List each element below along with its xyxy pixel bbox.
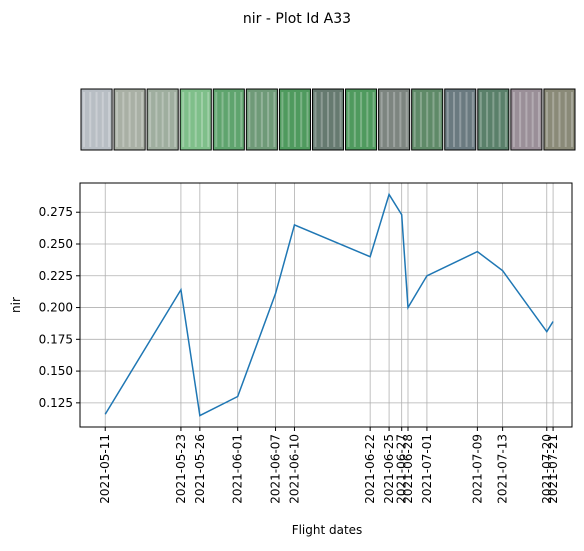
plot-frame (79, 182, 573, 428)
thumbnail (543, 88, 576, 151)
x-tick-label: 2021-06-27 (395, 434, 409, 504)
thumbnail (510, 88, 543, 151)
x-tick-label: 2021-05-23 (174, 434, 188, 504)
y-tick-label: 0.200 (39, 301, 73, 315)
x-tick-label: 2021-07-01 (420, 434, 434, 504)
x-tick-label: 2021-06-10 (287, 434, 301, 504)
x-tick-label: 2021-07-21 (546, 434, 560, 504)
x-tick-label: 2021-06-01 (231, 434, 245, 504)
data-line (104, 192, 554, 417)
thumbnail (212, 88, 245, 151)
thumbnail (146, 88, 179, 151)
thumbnail (345, 88, 378, 151)
y-tick-label: 0.250 (39, 237, 73, 251)
y-axis-label: nir (9, 297, 23, 313)
thumbnail (245, 88, 278, 151)
y-tick-label: 0.275 (39, 205, 73, 219)
thumbnail (311, 88, 345, 151)
thumbnail (179, 88, 212, 151)
x-tick-label: 2021-06-28 (401, 434, 415, 504)
x-tick-label: 2021-05-26 (193, 434, 207, 504)
x-tick-label: 2021-06-25 (382, 434, 396, 504)
chart-title: nir - Plot Id A33 (243, 11, 351, 27)
y-tick-label: 0.175 (39, 332, 73, 346)
x-tick-label: 2021-07-20 (540, 434, 554, 504)
x-tick-label: 2021-05-11 (98, 434, 112, 504)
y-tick-label: 0.150 (39, 364, 73, 378)
thumbnail (411, 88, 444, 151)
x-tick-label: 2021-06-07 (269, 434, 283, 504)
thumbnail (477, 88, 510, 151)
thumbnail (80, 88, 113, 151)
x-tick-label: 2021-07-09 (470, 434, 484, 504)
x-tick-label: 2021-07-13 (496, 434, 510, 504)
thumbnail (378, 88, 411, 151)
thumbnail (113, 88, 146, 151)
x-axis-label: Flight dates (292, 523, 363, 537)
y-tick-label: 0.125 (39, 396, 73, 410)
thumbnail-strip (80, 88, 576, 151)
thumbnail (444, 88, 477, 151)
y-tick-label: 0.225 (39, 269, 73, 283)
thumbnail (278, 88, 311, 151)
x-tick-label: 2021-06-22 (363, 434, 377, 504)
